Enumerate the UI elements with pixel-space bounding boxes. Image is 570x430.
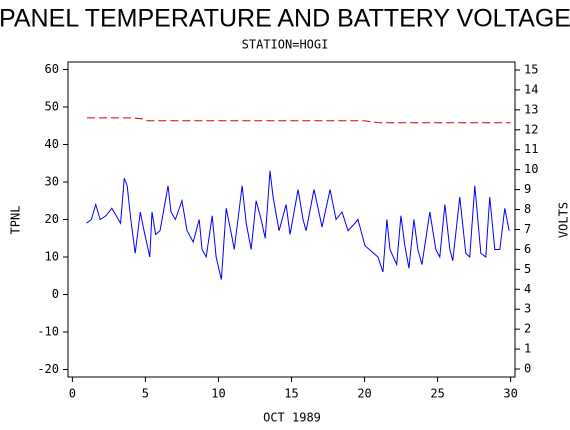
y-tick-label: 40	[45, 137, 59, 151]
y-axis-label: TPNL	[9, 206, 23, 235]
y-tick-label: 20	[45, 212, 59, 226]
series-line	[86, 117, 511, 124]
y2-tick-label: 10	[524, 162, 538, 176]
y2-tick-label: 14	[524, 82, 538, 96]
y2-tick-label: 1	[524, 342, 531, 356]
y-tick-label: 10	[45, 250, 59, 264]
y2-tick-label: 7	[524, 222, 531, 236]
y-tick-label: 60	[45, 62, 59, 76]
y2-tick-label: 9	[524, 182, 531, 196]
x-tick-label: 0	[69, 387, 76, 401]
y2-tick-label: 4	[524, 282, 531, 296]
y-tick-label: -10	[37, 325, 59, 339]
y-tick-label: 50	[45, 100, 59, 114]
y2-tick-label: 0	[524, 362, 531, 376]
y-tick-label: 30	[45, 175, 59, 189]
y2-tick-label: 3	[524, 302, 531, 316]
y-tick-label: 0	[52, 287, 59, 301]
y2-tick-label: 5	[524, 262, 531, 276]
y2-tick-label: 12	[524, 122, 538, 136]
y2-tick-label: 13	[524, 102, 538, 116]
y-tick-label: -20	[37, 362, 59, 376]
x-tick-label: 5	[142, 387, 149, 401]
y2-tick-label: 8	[524, 202, 531, 216]
x-tick-label: 15	[284, 387, 298, 401]
x-tick-label: 20	[357, 387, 371, 401]
y2-axis-label: VOLTS	[557, 202, 570, 238]
plot-frame	[67, 61, 516, 378]
x-tick-label: 10	[211, 387, 225, 401]
x-tick-label: 30	[503, 387, 517, 401]
x-axis-label: OCT 1989	[263, 411, 321, 425]
series-line	[86, 170, 510, 280]
chart-title: PANEL TEMPERATURE AND BATTERY VOLTAGE	[0, 5, 570, 33]
y2-tick-label: 2	[524, 322, 531, 336]
y2-tick-label: 11	[524, 142, 538, 156]
chart-subtitle: STATION=HOGI	[242, 38, 329, 52]
x-tick-label: 25	[430, 387, 444, 401]
y2-tick-label: 6	[524, 242, 531, 256]
y2-tick-label: 15	[524, 62, 538, 76]
